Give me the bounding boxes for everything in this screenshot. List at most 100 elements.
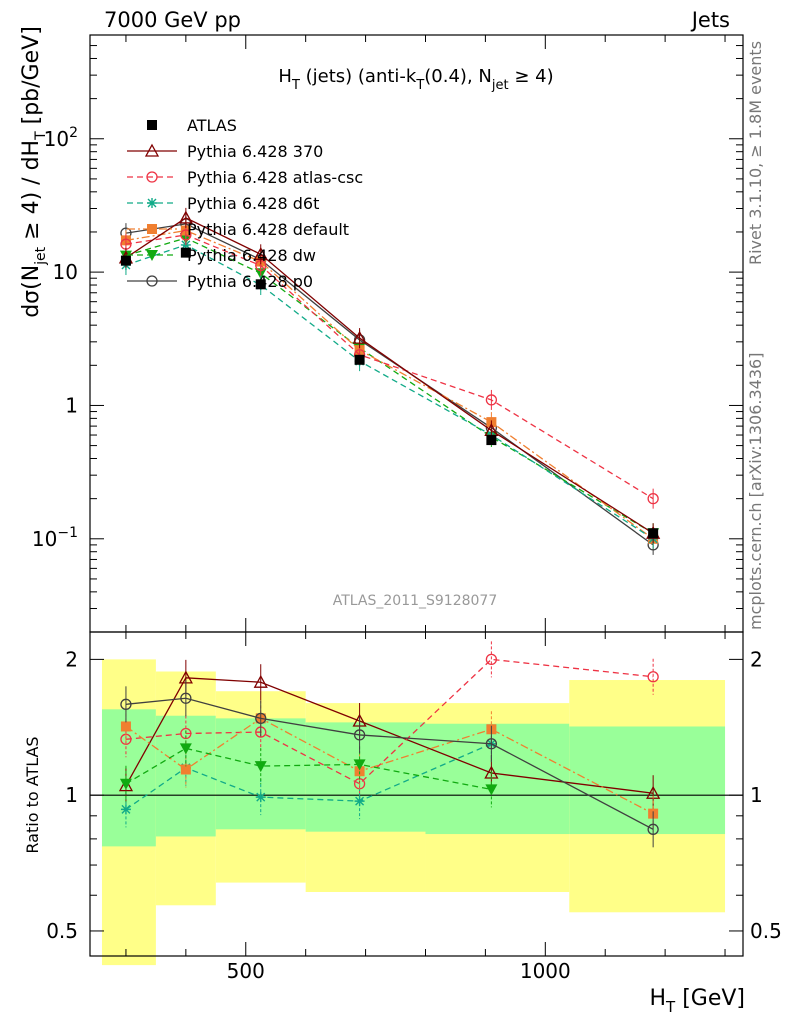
data-point [255,712,267,725]
legend-label: Pythia 6.428 p0 [187,272,313,291]
main-ylabel: dσ(Njet ≥ 4) / dHT [pb/GeV] [19,26,49,318]
ratio-bands [90,659,743,966]
data-point [119,778,132,790]
data-point [485,653,498,666]
ratio-y-tick-label: 0.5 [46,919,78,943]
series-line [125,677,654,794]
data-point [647,493,659,505]
y-tick-label: 10−1 [32,525,78,551]
data-point [353,729,366,741]
x-tick-label: 1000 [520,959,571,983]
ratio-band-inner [101,709,156,847]
legend-item-atlas: ATLAS [147,116,237,135]
data-point [180,764,191,775]
data-point [120,255,131,266]
series-atlas [120,247,659,539]
data-point [648,528,659,539]
header-right: Jets [690,8,730,32]
ratio-ylabel: Ratio to ATLAS [23,736,42,853]
data-point [485,784,498,796]
legend-label: Pythia 6.428 d6t [187,194,319,213]
legend-item-pythia-6-428-default: Pythia 6.428 default [127,220,349,239]
series-line [125,234,654,500]
legend-marker [147,120,157,130]
data-point [647,671,659,683]
axes: 10−1 1 10 102 0.5 0.5 1 1 2 2 500 1000 [32,34,782,983]
legend-label: Pythia 6.428 default [187,220,349,239]
series-line [125,658,654,785]
data-point [120,721,131,732]
ratio-y-tick-label-right: 1 [750,783,763,807]
analysis-id: ATLAS_2011_S9128077 [333,593,498,609]
ratio-band-inner [569,726,726,835]
ratio-y-tick-label: 2 [65,647,78,671]
data-point [253,246,268,260]
ratio-y-tick-label: 1 [65,783,78,807]
data-point [354,766,365,777]
y-tick-label: 1 [65,393,78,417]
series-line [125,237,654,534]
x-tick-label: 500 [227,959,265,983]
data-point [485,738,498,750]
data-point [180,692,192,704]
ratio-pythia-6-428-p0 [120,680,659,848]
series-line [125,229,654,540]
series-line [125,697,654,830]
data-point [120,698,132,710]
data-point [486,435,497,446]
source-label: mcplots.cern.ch [arXiv:1306.3436] [746,353,765,630]
legend-label: Pythia 6.428 atlas-csc [187,168,363,187]
series-line [125,217,654,534]
data-point [180,247,191,258]
legend-marker [144,143,160,157]
data-point [178,210,193,224]
legend-marker [147,224,157,234]
data-point [253,674,268,688]
y-tick-label: 10 [53,260,78,284]
series-pythia-6-428-370 [118,207,661,544]
legend-marker [146,171,158,183]
legend-item-pythia-6-428-p0: Pythia 6.428 p0 [127,272,313,291]
series-pythia-6-428-p0 [120,213,659,555]
ratio-y-tick-label-right: 2 [750,647,763,671]
series-pythia-6-428-default [120,220,659,549]
series-line [125,747,492,791]
legend-label: Pythia 6.428 370 [187,142,323,161]
data-point [352,330,367,344]
series-line [125,717,654,815]
data-point [353,759,366,771]
data-point [180,229,192,241]
main-series [118,207,661,555]
rivet-label: Rivet 3.1.10, ≥ 1.8M events [746,41,765,265]
legend-marker [147,198,157,208]
data-point [647,823,659,835]
legend-label: Pythia 6.428 dw [187,246,316,265]
header-left: 7000 GeV pp [104,8,241,32]
ratio-pythia-6-428-dw [119,730,498,808]
legend-marker [146,275,158,287]
data-point [180,727,192,740]
ratio-band-inner [305,722,426,832]
legend: ATLAS Pythia 6.428 370 Pythia 6.428 atlas-… [127,116,363,291]
y-tick-label: 102 [44,125,78,151]
data-point [354,796,365,807]
data-point [179,743,192,755]
legend-marker [146,250,158,261]
data-point [255,792,266,803]
legend-item-pythia-6-428-d6t: Pythia 6.428 d6t [127,194,319,213]
main-title: HT (jets) (anti-kT(0.4), Njet ≥ 4) [278,66,553,93]
series-line [125,244,654,540]
data-point [255,279,266,290]
data-point [485,394,498,406]
legend-item-pythia-6-428-dw: Pythia 6.428 dw [127,246,316,265]
data-point [254,761,267,773]
ratio-y-tick-label-right: 0.5 [750,919,782,943]
data-point [354,354,365,365]
data-point [120,804,131,815]
legend-item-pythia-6-428-atlas-csc: Pythia 6.428 atlas-csc [127,168,363,187]
data-point [118,778,134,792]
legend-item-pythia-6-428-370: Pythia 6.428 370 [127,142,323,161]
ratio-plot-frame [89,631,744,957]
ratio-series [118,641,661,848]
